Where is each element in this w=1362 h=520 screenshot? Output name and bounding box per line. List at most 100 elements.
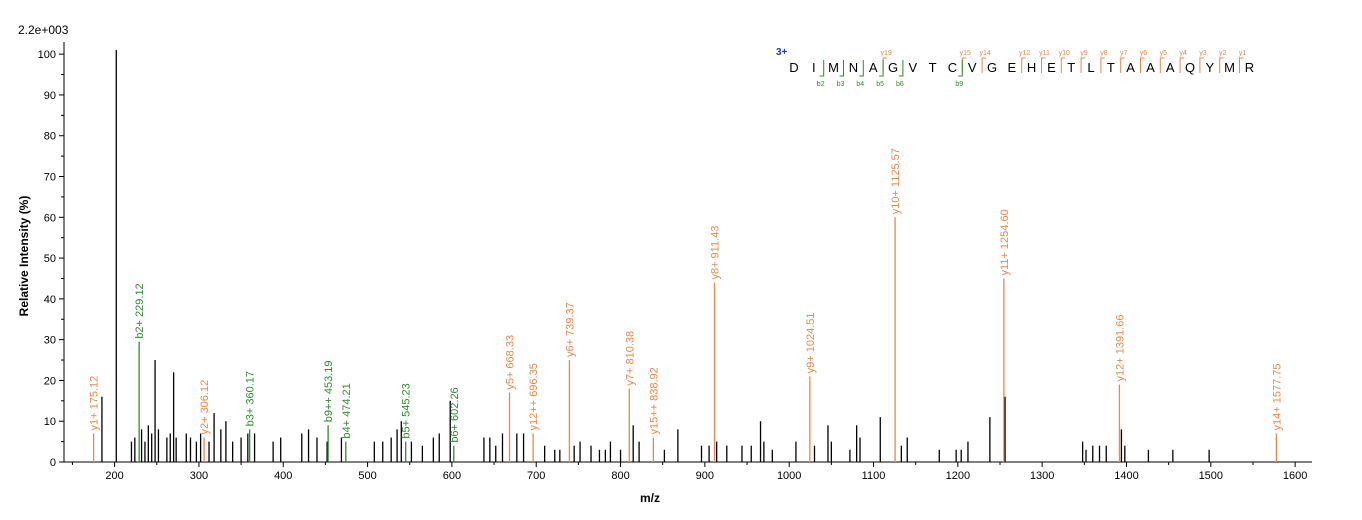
peak-label: b2+ 229.12: [134, 283, 146, 338]
y-tick-label: 0: [50, 457, 56, 469]
y-ion-bracket: [1159, 57, 1165, 73]
x-axis-title: m/z: [640, 491, 660, 505]
peak-label: b4+ 474.21: [341, 383, 353, 438]
y-ion-label: y12: [1019, 50, 1030, 57]
y-tick-label: 10: [44, 416, 56, 428]
peak-labels: y1+ 175.12 b2+ 229.12 y2+ 306.12 b3+ 360.17…: [89, 148, 1284, 443]
y-ion-bracket: [1120, 57, 1125, 73]
residue-letter: T: [1067, 60, 1075, 75]
y-tick-label: 30: [44, 335, 56, 347]
residue-letter: D: [789, 60, 798, 75]
y-tick-label: 100: [38, 49, 56, 61]
residue-letter: C: [948, 60, 957, 75]
y-ion-label: y1: [1239, 50, 1247, 57]
residue-letter: L: [1087, 60, 1094, 75]
peak-label: y12++ 696.35: [528, 363, 540, 430]
b-ion-bracket: [819, 60, 825, 77]
peak-label: y15++ 838.92: [648, 367, 660, 434]
x-tick-label: 200: [105, 470, 123, 482]
x-tick-label: 1400: [1114, 470, 1138, 482]
x-tick-label: 500: [358, 470, 376, 482]
b-ion-bracket: [839, 60, 844, 77]
residue-letter: A: [1146, 60, 1155, 75]
peak-label: y6+ 739.37: [564, 302, 576, 357]
y-ion-label: y14: [979, 50, 990, 57]
peak-label: y1+ 175.12: [89, 376, 101, 431]
y-ion-bracket: [1239, 57, 1244, 73]
peak-label: y14+ 1577.75: [1271, 363, 1283, 430]
residue-letter: A: [1166, 60, 1175, 75]
residue-letter: N: [849, 60, 858, 75]
y-ion-label: y19: [880, 50, 891, 57]
y-ion-bracket: [961, 57, 967, 73]
b-ion-label: b3: [837, 81, 845, 88]
y-tick-label: 60: [44, 212, 56, 224]
y-ion-label: y10: [1059, 50, 1070, 57]
b-ion-label: b9: [955, 81, 963, 88]
x-tick-label: 300: [190, 470, 208, 482]
residue-letter: G: [987, 60, 997, 75]
y-ion-bracket: [1100, 57, 1105, 73]
residue-letter: E: [1047, 60, 1056, 75]
residue-letter: M: [1224, 60, 1235, 75]
residue-letter: Q: [1185, 60, 1195, 75]
x-tick-label: 1000: [777, 470, 801, 482]
x-tick-label: 700: [527, 470, 545, 482]
x-tick-label: 600: [443, 470, 461, 482]
peaks: [92, 50, 1278, 462]
peak-label: b9++ 453.19: [323, 360, 335, 422]
peak-label: y5+ 668.33: [505, 335, 517, 390]
charge-state: 3+: [776, 47, 788, 58]
b-ion-bracket: [958, 60, 963, 77]
peak-label: y9+ 1024.51: [805, 312, 817, 373]
peak-label: y2+ 306.12: [199, 380, 211, 435]
y-tick-label: 70: [44, 172, 56, 184]
y-axis-title: Relative Intensity (%): [17, 196, 31, 317]
residue-letter: G: [888, 60, 898, 75]
residue-letter: I: [812, 60, 816, 75]
y-tick-label: 20: [44, 375, 56, 387]
b-ion-bracket: [879, 60, 884, 77]
x-tick-label: 1500: [1199, 470, 1223, 482]
y-ion-bracket: [1140, 57, 1145, 73]
y-ion-label: y5: [1160, 50, 1168, 57]
residue-letter: T: [929, 60, 937, 75]
b-ion-label: b5: [876, 81, 884, 88]
y-ion-bracket: [882, 57, 888, 73]
residue-letter: V: [908, 60, 917, 75]
x-tick-label: 400: [274, 470, 292, 482]
peak-label: y11+ 1254.60: [999, 209, 1011, 275]
peak-label: y10+ 1125.57: [890, 148, 902, 214]
residue-letter: R: [1245, 60, 1254, 75]
axes: 200 300 400 500 600 700 800 900 1000 1100 1200 1300…: [38, 42, 1312, 482]
y-ion-bracket: [1080, 57, 1086, 73]
peak-label: b6+ 602.26: [449, 387, 461, 442]
residue-letter: A: [1126, 60, 1135, 75]
peak-label: y12+ 1391.66: [1114, 315, 1126, 382]
x-tick-label: 1600: [1283, 470, 1307, 482]
y-ion-bracket: [1199, 57, 1204, 73]
y-ion-bracket: [1041, 57, 1046, 73]
y-ion-label: y6: [1140, 50, 1148, 57]
y-ion-bracket: [1179, 57, 1185, 73]
peak-label: b3+ 360.17: [245, 371, 257, 426]
y-tick-label: 50: [44, 253, 56, 265]
y-ion-bracket: [981, 57, 987, 73]
y-ion-label: y7: [1120, 50, 1128, 57]
x-tick-label: 1100: [862, 470, 886, 482]
y-ion-label: y4: [1179, 50, 1187, 57]
y-ion-bracket: [1021, 57, 1026, 73]
b-ion-label: b4: [856, 81, 864, 88]
y-tick-label: 90: [44, 90, 56, 102]
residue-letter: H: [1027, 60, 1036, 75]
y-tick-label: 80: [44, 131, 56, 143]
b-ion-bracket: [898, 60, 904, 77]
y-ion-label: y9: [1080, 50, 1088, 57]
y-ion-label: y15: [960, 50, 971, 57]
y-tick-label: 40: [44, 294, 56, 306]
x-tick-label: 900: [696, 470, 714, 482]
peak-label: b5+ 545.23: [401, 383, 413, 438]
residue-letter: Y: [1205, 60, 1214, 75]
